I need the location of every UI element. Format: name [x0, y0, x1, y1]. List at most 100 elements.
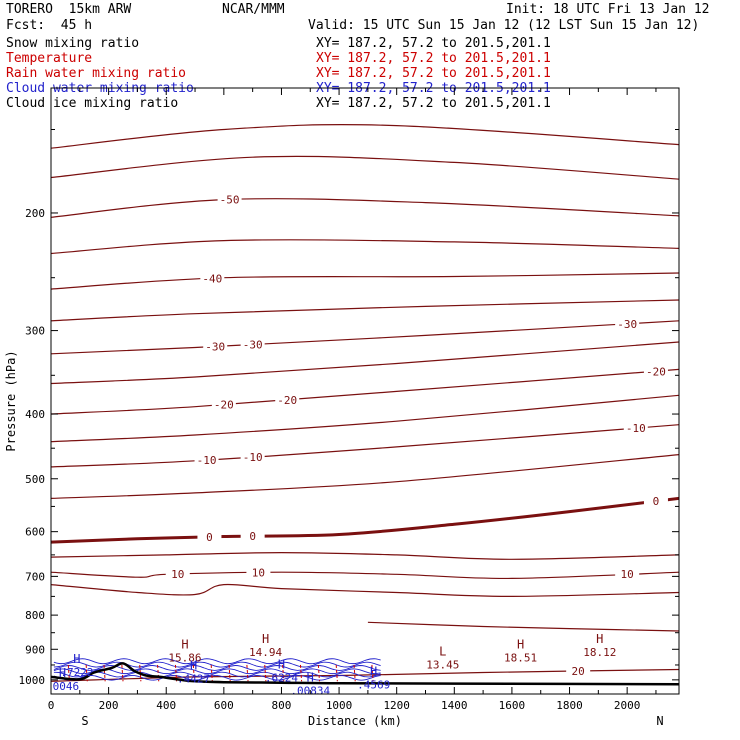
rain-contour-3 — [121, 664, 124, 682]
temperature-contour-6 — [51, 299, 679, 322]
extremum-marker: H — [278, 658, 285, 672]
rain-contour-12 — [282, 664, 285, 682]
contour-label: -60 — [243, 4, 263, 17]
contour-label: 10 — [621, 568, 634, 581]
extremum-value: 14.94 — [249, 646, 282, 659]
temperature-contour-2 — [51, 155, 679, 180]
extremum-marker: H — [181, 638, 188, 652]
cloud-water-contour-5 — [53, 675, 381, 681]
contour-label: -10 — [626, 422, 646, 435]
x-tick-label: 600 — [214, 699, 234, 712]
rain-contour-5 — [157, 664, 160, 682]
contour-label-bg — [615, 568, 640, 581]
plot-area: -60 -60 -50 -40 -30 -30 -30 -20 -20 -20 -10 -10 -10 0… — [46, 4, 679, 697]
extremum-value: .4427 — [177, 673, 210, 686]
valid-time: Valid: 15 UTC Sun 15 Jan 12 (12 LST Sun … — [308, 18, 700, 33]
rain-contour-6 — [174, 664, 178, 682]
x-tick-label: 200 — [99, 699, 119, 712]
y-tick-label: 400 — [25, 408, 45, 421]
init-time: Init: 18 UTC Fri 13 Jan 12 — [506, 2, 710, 17]
field-xy-cloud-ice: XY= 187.2, 57.2 to 201.5,201.1 — [316, 96, 551, 111]
cloud-water-contour-4 — [53, 671, 381, 678]
model-title: TORERO 15km ARW — [6, 2, 132, 17]
contour-label-bg — [240, 338, 265, 351]
extremum-value: .6224 — [265, 672, 298, 685]
temperature-contour-11 — [51, 424, 679, 468]
rain-contour-14 — [317, 664, 320, 682]
y-axis-label: Pressure (hPa) — [4, 350, 18, 451]
contour-label-bg — [623, 422, 648, 435]
extremum-value: 15.86 — [168, 652, 201, 665]
temperature-contour-5 — [51, 272, 679, 290]
contour-label-bg — [194, 454, 219, 467]
extremum-value: 18.12 — [583, 646, 616, 659]
rain-contour-13 — [299, 664, 303, 682]
extremum-marker: H — [190, 659, 197, 673]
temperature-contour-9 — [51, 368, 679, 415]
field-label-cloud-ice: Cloud ice mixing ratio — [6, 96, 179, 111]
x-tick-label: 2000 — [614, 699, 641, 712]
x-tick-label: 1000 — [326, 699, 353, 712]
temperature-contour-0 — [51, 6, 679, 45]
rain-contour-0 — [67, 664, 70, 682]
temperature-contour-4 — [51, 239, 679, 255]
contour-label-bg — [240, 450, 265, 463]
contour-label: -10 — [243, 451, 263, 464]
field-label-rain: Rain water mixing ratio — [6, 66, 187, 81]
contour-label: -30 — [617, 318, 637, 331]
contour-label-bg — [566, 665, 591, 678]
contour-label-bg — [643, 495, 668, 508]
y-tick-label: 600 — [25, 526, 45, 539]
contour-label-bg — [148, 14, 172, 26]
contour-label: -20 — [214, 399, 234, 412]
x-end-label-left: S — [81, 714, 88, 728]
contour-label-bg — [275, 393, 300, 406]
temperature-contour-15 — [51, 571, 679, 580]
extremum-marker: H — [307, 670, 314, 684]
cloud-water-contour-2 — [53, 665, 381, 671]
extremum-value: .7222 — [60, 666, 93, 679]
field-label-snow: Snow mixing ratio — [6, 36, 140, 51]
field-xy-rain: XY= 187.2, 57.2 to 201.5,201.1 — [316, 66, 551, 81]
contour-label-bg — [165, 568, 190, 581]
plot-frame — [50, 87, 680, 695]
contour-label: 10 — [252, 567, 265, 580]
extremum-value: .00834 — [290, 684, 330, 697]
contour-label: -20 — [277, 394, 297, 407]
temperature-contour-8 — [51, 341, 679, 385]
contour-label-bg — [240, 529, 265, 542]
y-tick-label: 300 — [25, 325, 45, 338]
rain-contour-7 — [192, 664, 195, 682]
extremum-value: 13.45 — [426, 659, 459, 672]
extremum-value: 18.51 — [504, 652, 537, 665]
contour-label-bg — [197, 530, 222, 543]
contour-label-bg — [241, 4, 265, 16]
contour-label: 0 — [653, 495, 660, 508]
y-tick-label: 200 — [25, 207, 45, 220]
y-tick-label: 700 — [25, 570, 45, 583]
rain-contour-16 — [353, 664, 356, 682]
extremum-marker: H — [517, 638, 524, 652]
x-tick-label: 400 — [156, 699, 176, 712]
rain-contour-17 — [371, 664, 374, 682]
extremum-value: .0046 — [46, 680, 79, 693]
extremum-marker: H — [73, 652, 80, 666]
temperature-contour-13 — [51, 496, 679, 544]
field-xy-temperature: XY= 187.2, 57.2 to 201.5,201.1 — [316, 51, 551, 66]
x-tick-label: 1800 — [556, 699, 583, 712]
temperature-contour-12 — [51, 454, 679, 499]
temperature-contour-14 — [51, 551, 679, 560]
rain-contour-4 — [139, 664, 142, 682]
contour-label: 10 — [171, 568, 184, 581]
contour-label: -50 — [220, 194, 240, 207]
temperature-contour-3 — [51, 198, 679, 218]
terrain-line — [51, 662, 679, 686]
x-tick-label: 1400 — [441, 699, 468, 712]
x-tick-label: 800 — [272, 699, 292, 712]
y-tick-label: 900 — [25, 643, 45, 656]
contour-label: 20 — [572, 665, 585, 678]
extremum-marker: H — [596, 632, 603, 646]
extremum-marker: H — [59, 666, 66, 680]
contour-label-bg — [217, 193, 242, 206]
x-tick-label: 1200 — [383, 699, 410, 712]
